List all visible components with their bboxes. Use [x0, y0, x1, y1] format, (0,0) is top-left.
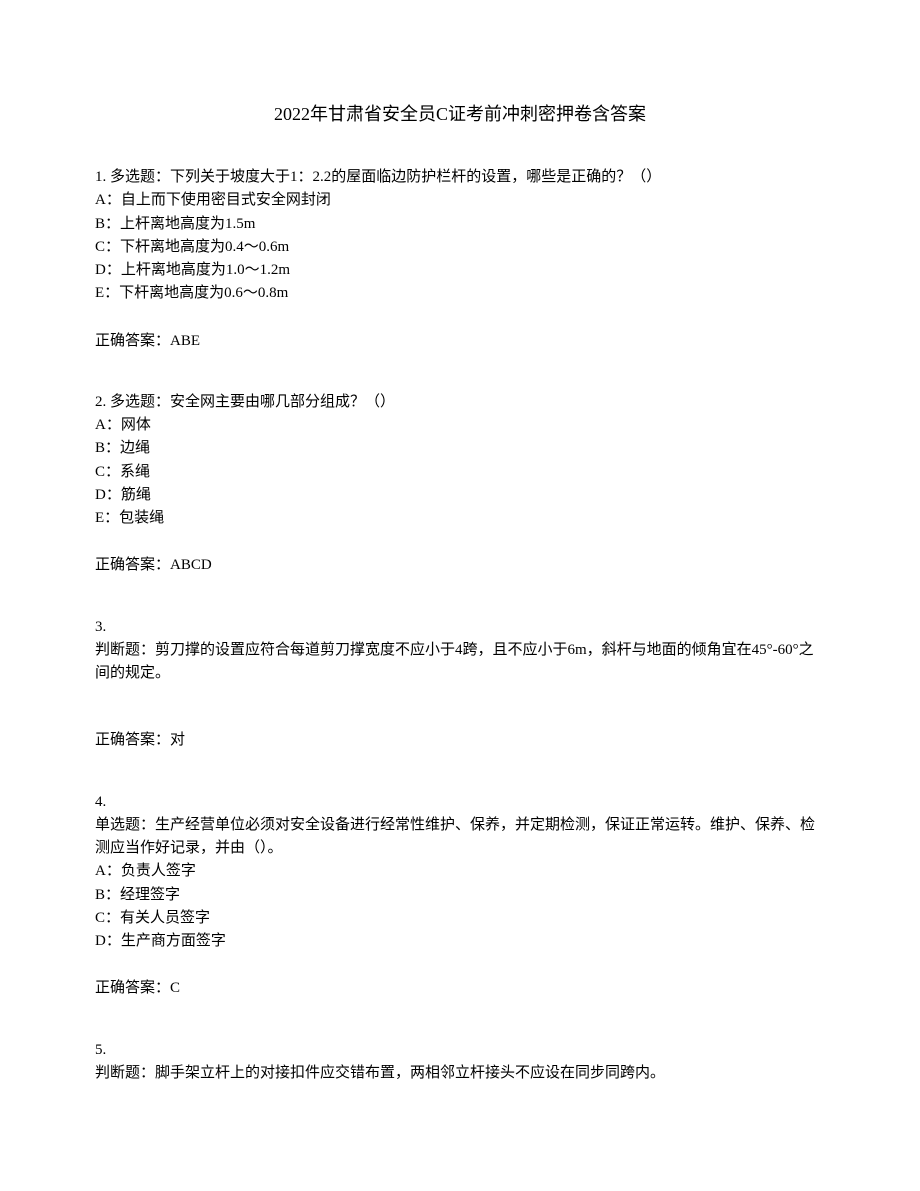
- answer-4: 正确答案：C: [95, 977, 825, 1000]
- question-5: 5. 判断题：脚手架立杆上的对接扣件应交错布置，两相邻立杆接头不应设在同步同跨内…: [95, 1039, 825, 1086]
- option-d: D：筋绳: [95, 484, 825, 507]
- answer-value: ABE: [170, 333, 200, 349]
- question-number: 1.: [95, 169, 106, 185]
- answer-value: 对: [170, 732, 185, 748]
- question-type: 多选题：: [110, 394, 170, 410]
- option-c: C：下杆离地高度为0.4～0.6m: [95, 236, 825, 259]
- question-content: 下列关于坡度大于1：2.2的屋面临边防护栏杆的设置，哪些是正确的？（）: [170, 169, 661, 185]
- question-number: 5.: [95, 1042, 106, 1058]
- option-c: C：系绳: [95, 461, 825, 484]
- question-3: 3. 判断题：剪刀撑的设置应符合每道剪刀撑宽度不应小于4跨，且不应小于6m，斜杆…: [95, 616, 825, 753]
- option-d: D：生产商方面签字: [95, 930, 825, 953]
- question-type: 多选题：: [110, 169, 170, 185]
- option-a: A：网体: [95, 414, 825, 437]
- option-a: A：负责人签字: [95, 860, 825, 883]
- answer-3: 正确答案：对: [95, 729, 825, 752]
- question-1: 1. 多选题：下列关于坡度大于1：2.2的屋面临边防护栏杆的设置，哪些是正确的？…: [95, 166, 825, 353]
- question-type: 判断题：: [95, 642, 155, 658]
- question-3-number-line: 3.: [95, 616, 825, 639]
- answer-2: 正确答案：ABCD: [95, 554, 825, 577]
- option-b: B：边绳: [95, 437, 825, 460]
- question-4: 4. 单选题：生产经营单位必须对安全设备进行经常性维护、保养，并定期检测，保证正…: [95, 791, 825, 1001]
- option-d: D：上杆离地高度为1.0～1.2m: [95, 259, 825, 282]
- question-1-text: 1. 多选题：下列关于坡度大于1：2.2的屋面临边防护栏杆的设置，哪些是正确的？…: [95, 166, 825, 189]
- question-5-text: 判断题：脚手架立杆上的对接扣件应交错布置，两相邻立杆接头不应设在同步同跨内。: [95, 1062, 825, 1085]
- question-type: 单选题：: [95, 817, 155, 833]
- option-b: B：上杆离地高度为1.5m: [95, 213, 825, 236]
- question-2-text: 2. 多选题：安全网主要由哪几部分组成？（）: [95, 391, 825, 414]
- answer-value: ABCD: [170, 557, 212, 573]
- question-content: 生产经营单位必须对安全设备进行经常性维护、保养，并定期检测，保证正常运转。维护、…: [95, 817, 815, 856]
- option-e: E：下杆离地高度为0.6～0.8m: [95, 282, 825, 305]
- question-number: 2.: [95, 394, 106, 410]
- answer-label: 正确答案：: [95, 732, 170, 748]
- document-title: 2022年甘肃省安全员C证考前冲刺密押卷含答案: [95, 100, 825, 126]
- answer-label: 正确答案：: [95, 980, 170, 996]
- question-4-text: 单选题：生产经营单位必须对安全设备进行经常性维护、保养，并定期检测，保证正常运转…: [95, 814, 825, 861]
- question-content: 安全网主要由哪几部分组成？（）: [170, 394, 395, 410]
- answer-label: 正确答案：: [95, 333, 170, 349]
- question-number: 3.: [95, 619, 106, 635]
- question-5-number-line: 5.: [95, 1039, 825, 1062]
- question-4-number-line: 4.: [95, 791, 825, 814]
- question-number: 4.: [95, 794, 106, 810]
- question-type: 判断题：: [95, 1065, 155, 1081]
- option-e: E：包装绳: [95, 507, 825, 530]
- question-2: 2. 多选题：安全网主要由哪几部分组成？（） A：网体 B：边绳 C：系绳 D：…: [95, 391, 825, 578]
- option-c: C：有关人员签字: [95, 907, 825, 930]
- option-a: A：自上而下使用密目式安全网封闭: [95, 189, 825, 212]
- answer-label: 正确答案：: [95, 557, 170, 573]
- question-3-text: 判断题：剪刀撑的设置应符合每道剪刀撑宽度不应小于4跨，且不应小于6m，斜杆与地面…: [95, 639, 825, 686]
- question-content: 剪刀撑的设置应符合每道剪刀撑宽度不应小于4跨，且不应小于6m，斜杆与地面的倾角宜…: [95, 642, 814, 681]
- answer-value: C: [170, 980, 180, 996]
- option-b: B：经理签字: [95, 884, 825, 907]
- question-content: 脚手架立杆上的对接扣件应交错布置，两相邻立杆接头不应设在同步同跨内。: [155, 1065, 665, 1081]
- answer-1: 正确答案：ABE: [95, 330, 825, 353]
